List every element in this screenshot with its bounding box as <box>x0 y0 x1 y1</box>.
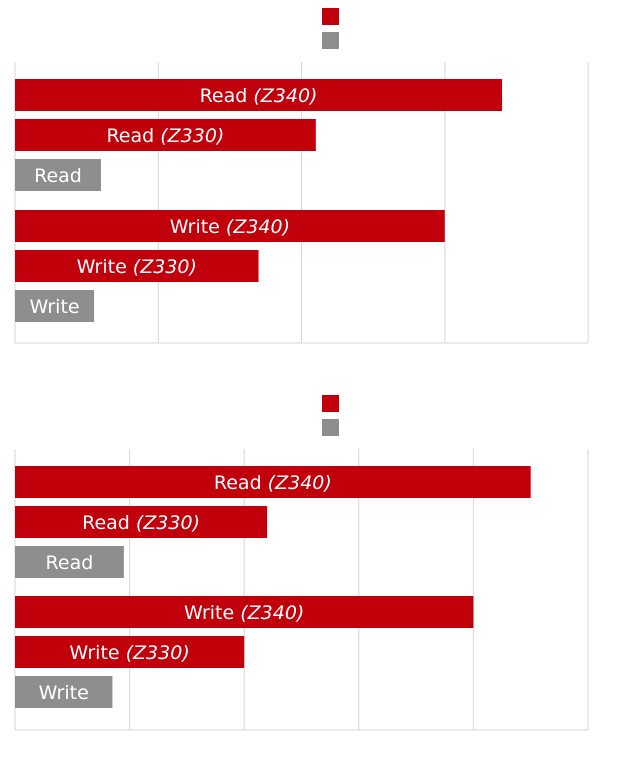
legend-swatch <box>322 8 339 25</box>
bar-label: Read (Z330) <box>106 125 224 147</box>
bar <box>15 119 316 151</box>
bar <box>15 210 445 242</box>
bar-label: Write <box>29 296 79 318</box>
bar-label: Read (Z340) <box>214 472 332 494</box>
bar <box>15 596 474 628</box>
bar-label: Write (Z330) <box>69 642 189 664</box>
bar-label: Read <box>46 552 94 574</box>
bar <box>15 506 268 538</box>
bar-label: Read (Z340) <box>200 85 318 107</box>
bar <box>15 676 113 708</box>
bar <box>15 250 259 282</box>
legend-swatch <box>322 419 339 436</box>
bar-label: Read (Z330) <box>82 512 200 534</box>
bar-label: Read <box>34 165 82 187</box>
bar <box>15 79 503 111</box>
legend-swatch <box>322 395 339 412</box>
bar <box>15 546 124 578</box>
chart-2: Read (Z340) Read (Z330) Read Write (Z340) Wr… <box>14 395 589 731</box>
bar-label: Write <box>39 682 89 704</box>
bar-label: Write (Z340) <box>170 216 290 238</box>
bar-label: Write (Z340) <box>184 602 304 624</box>
bar <box>15 290 95 322</box>
bar-label: Write (Z330) <box>77 256 197 278</box>
bar <box>15 159 101 191</box>
bar <box>15 636 245 668</box>
legend-swatch <box>322 32 339 49</box>
bar <box>15 466 531 498</box>
chart-1: Read (Z340) Read (Z330) Read Write (Z340) Wr… <box>14 8 589 344</box>
